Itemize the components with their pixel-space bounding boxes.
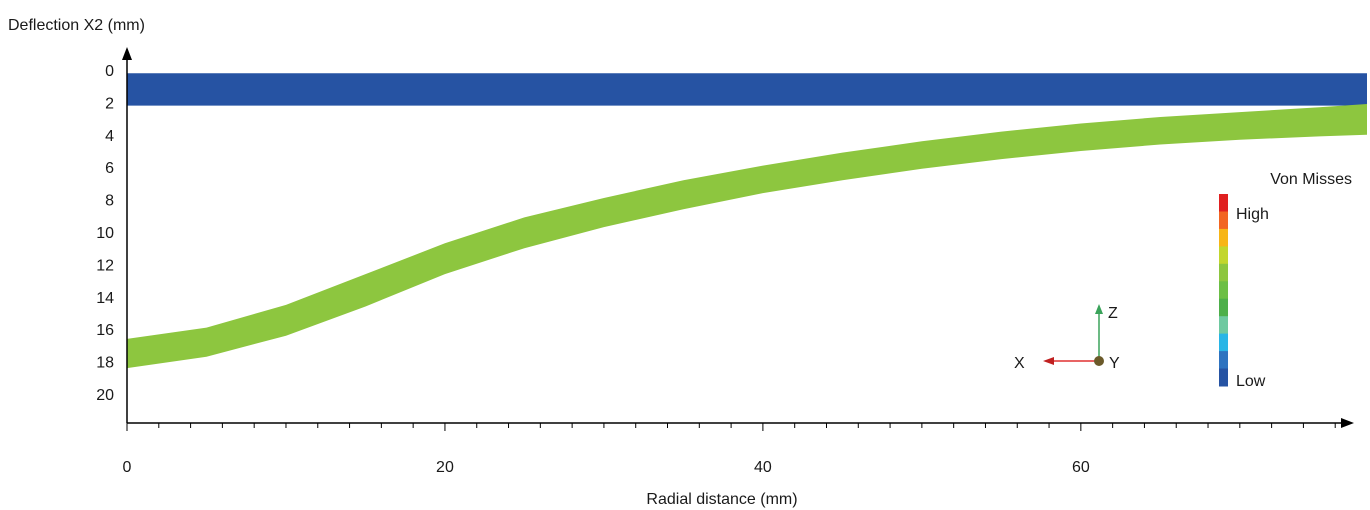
- legend-swatch: [1219, 351, 1228, 370]
- x-tick-label: 60: [1072, 459, 1090, 476]
- y-axis-arrow: [122, 47, 132, 60]
- y-tick-label: 2: [105, 95, 114, 112]
- legend-title: Von Misses: [1270, 171, 1352, 188]
- x-axis-arrow: [1341, 418, 1354, 428]
- legend-colorbar: [1219, 194, 1228, 387]
- legend-swatch: [1219, 368, 1228, 387]
- y-tick-label: 14: [96, 290, 114, 307]
- legend-swatch: [1219, 281, 1228, 300]
- tick-labels: 0 20 40 60 0 2 4 6 8 10 12 14 16 18 20: [96, 63, 1090, 476]
- triad-z-label: Z: [1108, 305, 1118, 322]
- legend-swatch: [1219, 246, 1228, 265]
- y-tick-label: 20: [96, 387, 114, 404]
- legend-swatch: [1219, 211, 1228, 230]
- legend-swatch: [1219, 298, 1228, 317]
- triad-y-axis-dot: [1094, 356, 1104, 366]
- band-0: [127, 73, 1367, 106]
- legend-high-label: High: [1236, 206, 1269, 223]
- von-mises-legend: Von Misses High Low: [1219, 171, 1352, 390]
- triad-x-label: X: [1014, 355, 1025, 372]
- legend-swatch: [1219, 263, 1228, 282]
- y-tick-label: 16: [96, 322, 114, 339]
- y-tick-label: 0: [105, 63, 114, 80]
- band-1: [127, 104, 1367, 369]
- legend-swatch: [1219, 228, 1228, 247]
- y-axis-label: Deflection X2 (mm): [8, 17, 145, 34]
- legend-swatch: [1219, 194, 1228, 212]
- triad-z-arrow: [1095, 304, 1103, 314]
- y-tick-label: 8: [105, 193, 114, 210]
- y-tick-label: 4: [105, 128, 114, 145]
- x-tick-label: 40: [754, 459, 772, 476]
- coordinate-triad: Z X Y: [1014, 304, 1120, 372]
- y-tick-label: 18: [96, 355, 114, 372]
- x-tick-label: 0: [123, 459, 132, 476]
- x-tick-label: 20: [436, 459, 454, 476]
- x-axis-label: Radial distance (mm): [646, 491, 797, 508]
- y-tick-label: 10: [96, 225, 114, 242]
- legend-swatch: [1219, 333, 1228, 352]
- stress-bands: [127, 73, 1367, 369]
- y-tick-label: 12: [96, 257, 114, 274]
- axes: [122, 47, 1354, 431]
- triad-x-arrow: [1043, 357, 1054, 365]
- legend-low-label: Low: [1236, 373, 1266, 390]
- legend-swatch: [1219, 316, 1228, 335]
- y-tick-label: 6: [105, 160, 114, 177]
- triad-y-label: Y: [1109, 355, 1120, 372]
